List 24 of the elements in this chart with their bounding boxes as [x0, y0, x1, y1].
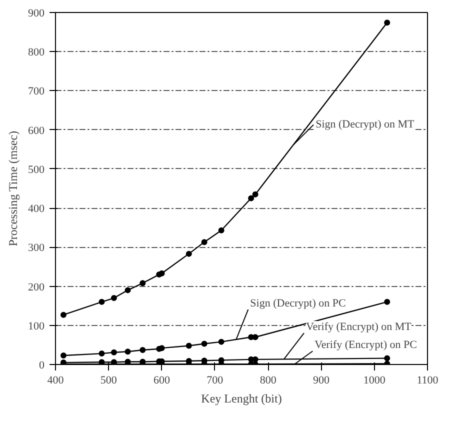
annotation: Verify (Encrypt) on MT [306, 321, 412, 334]
x-tick-label: 500 [100, 374, 118, 386]
y-tick-label: 500 [28, 164, 45, 176]
y-tick-label: 300 [28, 242, 45, 254]
y-tick-label: 0 [39, 360, 45, 372]
y-tick-label: 100 [28, 320, 45, 332]
annotation: Verify (Encrypt) on PC [314, 339, 417, 352]
y-tick-label: 900 [28, 8, 45, 20]
x-tick-label: 1000 [363, 374, 386, 386]
annotation: Sign (Decrypt) on PC [250, 297, 346, 310]
y-tick-label: 200 [28, 281, 45, 294]
y-tick-label: 600 [28, 124, 45, 137]
x-tick-label: 700 [206, 374, 224, 386]
y-tick-label: 700 [28, 86, 45, 98]
x-tick-label: 1100 [416, 374, 439, 386]
x-axis-title: Key Lenght (bit) [201, 392, 282, 406]
x-tick-label: 800 [260, 374, 277, 386]
y-axis-title: Processing Time (msec) [6, 130, 20, 246]
y-tick-label: 400 [28, 203, 45, 216]
x-tick-label: 900 [312, 374, 330, 386]
y-tick-label: 800 [28, 46, 45, 59]
annotation: Sign (Decrypt) on MT [316, 118, 415, 131]
x-tick-label: 600 [154, 374, 171, 386]
x-tick-label: 400 [47, 374, 64, 386]
